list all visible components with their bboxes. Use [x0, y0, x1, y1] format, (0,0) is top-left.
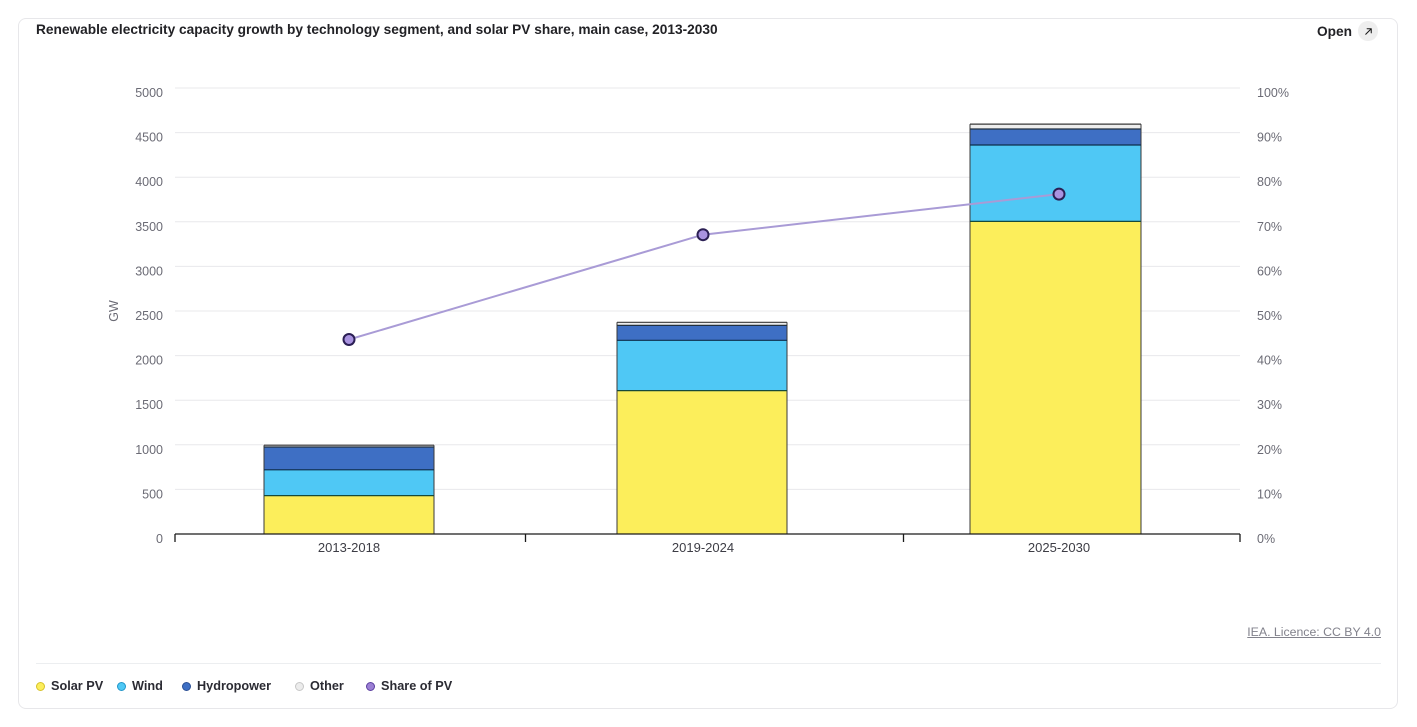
svg-text:1500: 1500 [135, 398, 163, 412]
svg-text:1000: 1000 [135, 443, 163, 457]
svg-text:10%: 10% [1257, 487, 1282, 501]
svg-text:2500: 2500 [135, 309, 163, 323]
svg-text:4500: 4500 [135, 131, 163, 145]
svg-text:70%: 70% [1257, 220, 1282, 234]
svg-text:50%: 50% [1257, 309, 1282, 323]
svg-text:2000: 2000 [135, 354, 163, 368]
svg-text:60%: 60% [1257, 264, 1282, 278]
svg-text:90%: 90% [1257, 131, 1282, 145]
svg-text:20%: 20% [1257, 443, 1282, 457]
svg-text:2019-2024: 2019-2024 [672, 540, 734, 555]
svg-text:80%: 80% [1257, 175, 1282, 189]
svg-text:2013-2018: 2013-2018 [318, 540, 380, 555]
svg-text:40%: 40% [1257, 354, 1282, 368]
svg-text:GW: GW [107, 300, 121, 322]
svg-text:3500: 3500 [135, 220, 163, 234]
svg-text:0: 0 [156, 532, 163, 546]
svg-text:4000: 4000 [135, 175, 163, 189]
svg-text:5000: 5000 [135, 86, 163, 100]
svg-text:500: 500 [142, 487, 163, 501]
svg-text:30%: 30% [1257, 398, 1282, 412]
svg-text:3000: 3000 [135, 264, 163, 278]
svg-text:100%: 100% [1257, 86, 1289, 100]
svg-text:0%: 0% [1257, 532, 1275, 546]
svg-text:2025-2030: 2025-2030 [1028, 540, 1090, 555]
